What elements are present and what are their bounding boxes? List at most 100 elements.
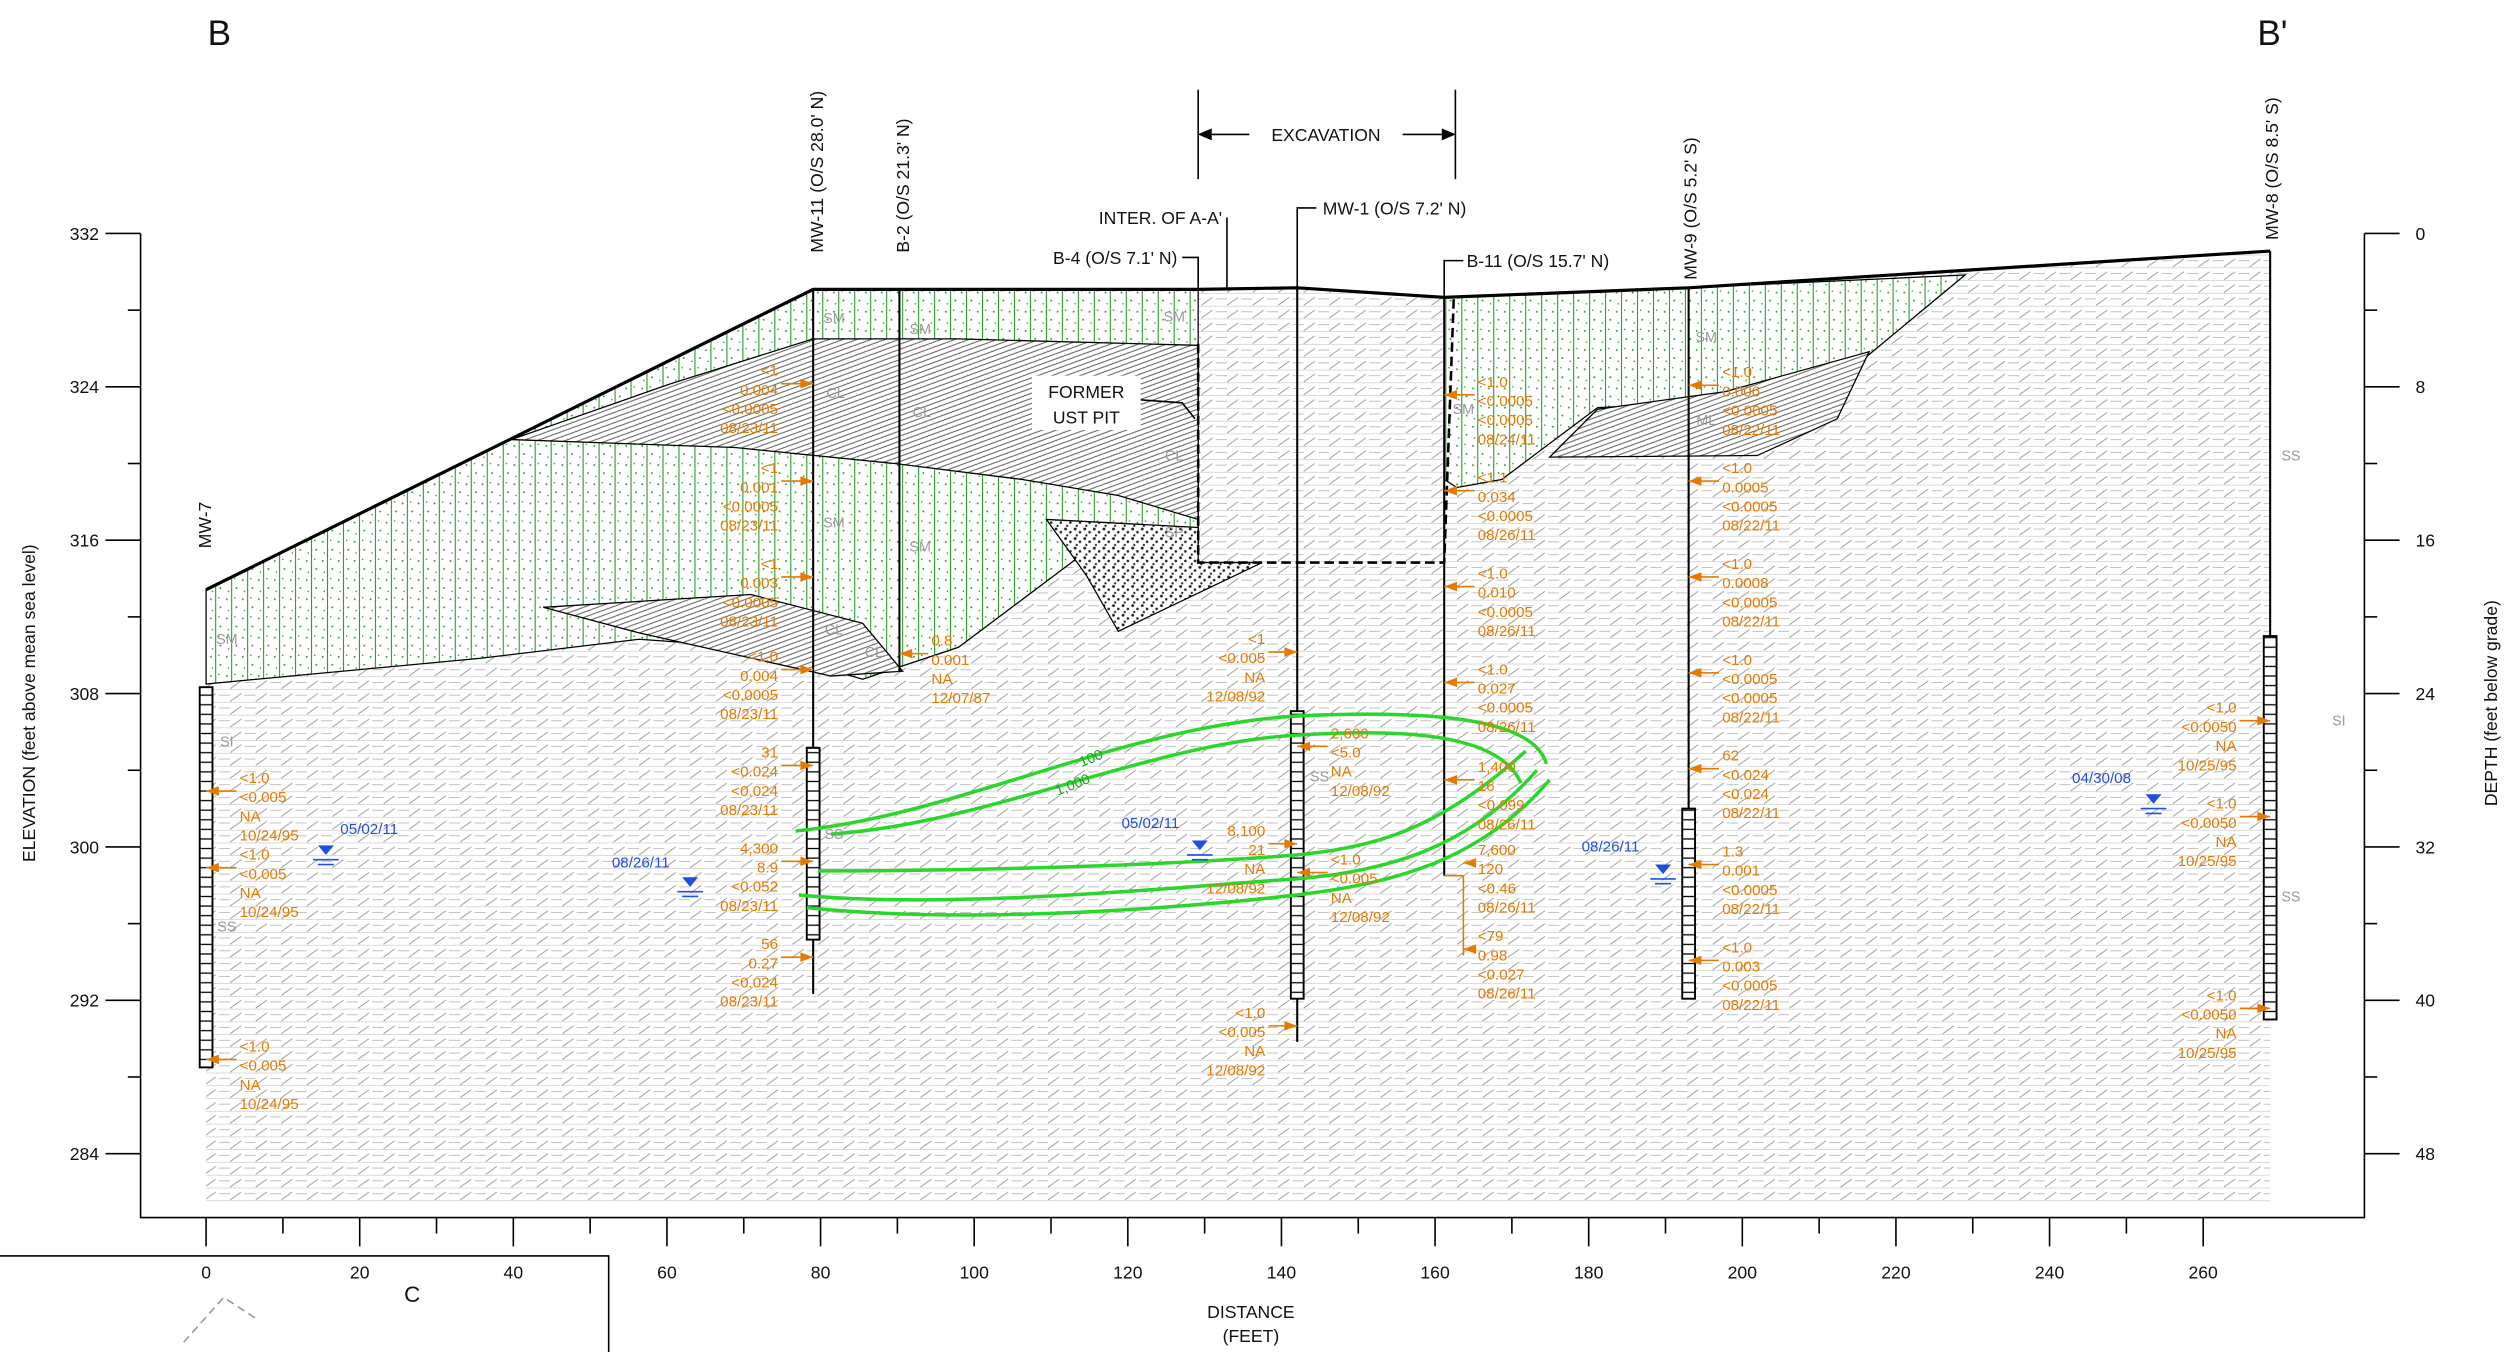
sample-result: 08/22/11 bbox=[1722, 997, 1780, 1014]
sample-result: NA bbox=[1244, 669, 1266, 686]
sample-result: <0.005 bbox=[240, 789, 287, 806]
sample-result: <1 bbox=[761, 556, 778, 573]
soil-label: CL bbox=[826, 386, 844, 402]
water-level-date: 04/30/08 bbox=[2072, 770, 2131, 787]
sample-result: 0.010 bbox=[1478, 585, 1516, 602]
sample-result: NA bbox=[1244, 1043, 1266, 1060]
sample-result: 10/25/95 bbox=[2178, 853, 2237, 870]
sample-result: <0.0005 bbox=[1478, 412, 1533, 429]
sample-result: <1.0 bbox=[1722, 556, 1752, 573]
sample-result: <0.0005 bbox=[1722, 882, 1777, 899]
sample-result: NA bbox=[1244, 861, 1266, 878]
sample-result: <0.005 bbox=[240, 1058, 287, 1075]
water-level-date: 08/26/11 bbox=[1582, 839, 1640, 856]
sample-result: <0.005 bbox=[1331, 871, 1378, 888]
x-tick-label: 160 bbox=[1420, 1262, 1450, 1282]
sample-result: 0.8 bbox=[931, 633, 952, 650]
axis-title: DEPTH (feet below grade) bbox=[2481, 600, 2501, 806]
sample-result: <0.027 bbox=[1478, 967, 1525, 984]
sample-result: <0.0005 bbox=[1478, 393, 1533, 410]
leader bbox=[1182, 257, 1198, 289]
sample-result: 12/08/92 bbox=[1206, 1062, 1265, 1079]
sample-result: 1.3 bbox=[1722, 844, 1743, 861]
sample-result: 08/23/11 bbox=[720, 518, 778, 535]
sample-result: <0.0005 bbox=[723, 687, 778, 704]
x-tick-label: 40 bbox=[504, 1262, 524, 1282]
x-tick-label: 180 bbox=[1574, 1262, 1604, 1282]
sample-result: <1 bbox=[761, 460, 778, 477]
sample-result: 0.27 bbox=[749, 955, 779, 972]
sample-result: <0.0050 bbox=[2181, 1006, 2236, 1023]
sample-result: 08/23/11 bbox=[720, 802, 778, 819]
soil-label: CL bbox=[1165, 448, 1183, 464]
x-tick-label: 200 bbox=[1728, 1262, 1758, 1282]
sample-result: 08/24/11 bbox=[1478, 431, 1536, 448]
sample-result: 16 bbox=[1478, 778, 1495, 795]
soil-label: SM bbox=[823, 515, 845, 531]
y2-tick-label: 48 bbox=[2416, 1144, 2436, 1164]
sample-result: <1.0 bbox=[1331, 852, 1361, 869]
sample-result: 7,600 bbox=[1478, 842, 1516, 859]
sample-result: <0.0050 bbox=[2181, 719, 2236, 736]
well-label: MW-7 bbox=[195, 502, 215, 549]
sample-result: <0.0005 bbox=[1478, 700, 1533, 717]
sample-result: <0.024 bbox=[731, 783, 778, 800]
sample-result: 08/22/11 bbox=[1722, 613, 1780, 630]
callout: B-11 (O/S 15.7' N) bbox=[1467, 251, 1610, 271]
leader bbox=[1297, 208, 1316, 288]
sample-result: <1.0 bbox=[1478, 566, 1508, 583]
sample-result: 0.004 bbox=[740, 668, 778, 685]
inset-label: C bbox=[404, 1282, 420, 1307]
sample-result: <0.024 bbox=[1722, 767, 1769, 784]
silt-layer bbox=[206, 251, 2270, 1202]
sample-result: <1.0 bbox=[1235, 1005, 1265, 1022]
sample-result: <1.0 bbox=[1722, 652, 1752, 669]
sample-result: <1.0 bbox=[1722, 364, 1752, 381]
sample-result: 0.98 bbox=[1478, 947, 1508, 964]
leader bbox=[1444, 261, 1463, 298]
sample-result: 12/08/92 bbox=[1331, 909, 1390, 926]
sample-result: 56 bbox=[761, 936, 778, 953]
sample-result: NA bbox=[1331, 890, 1353, 907]
sample-result: 2,600 bbox=[1331, 725, 1369, 742]
sample-result: 08/22/11 bbox=[1722, 518, 1780, 535]
axis-title: DISTANCE bbox=[1207, 1302, 1295, 1322]
sample-result: 08/26/11 bbox=[1478, 899, 1536, 916]
x-tick-label: 80 bbox=[811, 1262, 831, 1282]
soil-label: SP bbox=[1165, 525, 1184, 541]
sample-result: <1.0 bbox=[2207, 796, 2237, 813]
y-tick-label: 308 bbox=[70, 684, 99, 704]
sample-result: 08/26/11 bbox=[1478, 816, 1536, 833]
sample-result: 08/22/11 bbox=[1722, 901, 1780, 918]
sample-result: <0.0005 bbox=[1722, 978, 1777, 995]
well-label: MW-11 (O/S 28.0' N) bbox=[807, 91, 827, 253]
sample-result: <0.0005 bbox=[723, 594, 778, 611]
sample-result: <1.1 bbox=[1478, 470, 1508, 487]
y2-tick-label: 8 bbox=[2416, 377, 2426, 397]
y2-tick-label: 0 bbox=[2416, 224, 2426, 244]
sample-result: NA bbox=[240, 885, 262, 902]
feature-label: FORMER bbox=[1048, 382, 1124, 402]
y2-tick-label: 32 bbox=[2416, 837, 2436, 857]
x-tick-label: 260 bbox=[2189, 1262, 2219, 1282]
soil-label: SI bbox=[2332, 714, 2346, 730]
sample-result: 08/26/11 bbox=[1478, 719, 1536, 736]
sample-result: <0.0005 bbox=[1722, 671, 1777, 688]
sample-result: 0.001 bbox=[740, 479, 778, 496]
well-screen bbox=[807, 748, 820, 940]
sample-result: 08/22/11 bbox=[1722, 709, 1780, 726]
sample-result: 4,300 bbox=[740, 840, 778, 857]
sample-result: <1.0 bbox=[1478, 374, 1508, 391]
soil-label: SI bbox=[220, 734, 234, 750]
sample-result: 10/24/95 bbox=[240, 828, 299, 845]
sample-result: 0.0005 bbox=[1722, 479, 1768, 496]
sample-result: 1,400 bbox=[1478, 759, 1516, 776]
soil-label: SM bbox=[1453, 402, 1475, 418]
well-screen bbox=[1682, 809, 1695, 999]
soil-label: SM bbox=[1695, 330, 1717, 346]
sample-result: 0.001 bbox=[931, 652, 969, 669]
sample-result: <0.0005 bbox=[723, 498, 778, 515]
water-level-date: 05/02/11 bbox=[1121, 815, 1179, 832]
sample-result: 0.006 bbox=[1722, 383, 1760, 400]
x-tick-label: 140 bbox=[1267, 1262, 1297, 1282]
